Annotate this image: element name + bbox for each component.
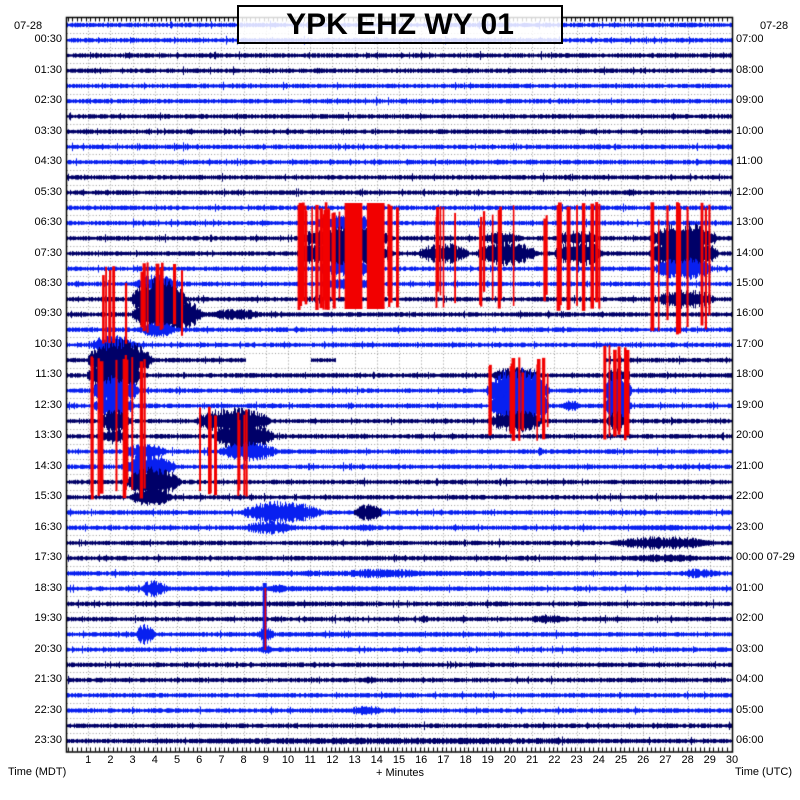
minute-tick-label: 12 <box>326 754 339 766</box>
left-time-label: 18:30 <box>34 581 62 594</box>
left-time-label: 12:30 <box>34 398 62 411</box>
minute-tick-label: 11 <box>304 754 316 766</box>
minute-tick-label: 19 <box>481 754 494 766</box>
axis-title-utc: Time (UTC) <box>734 766 792 778</box>
right-time-label: 12:00 <box>736 185 764 198</box>
left-time-label: 17:30 <box>34 551 62 564</box>
date-label-right: 07-28 <box>760 20 789 32</box>
left-time-label: 11:30 <box>35 368 62 381</box>
left-time-label: 20:30 <box>34 642 62 655</box>
minute-tick-label: 5 <box>173 754 181 766</box>
minute-tick-label: 18 <box>459 754 472 766</box>
right-time-label: 09:00 <box>736 94 764 107</box>
right-time-label: 16:00 <box>736 307 764 320</box>
right-time-label: 13:00 <box>736 216 764 229</box>
date-label-left: 07-28 <box>14 20 43 32</box>
right-time-label: 01:00 <box>736 581 764 594</box>
right-time-label: 19:00 <box>736 398 764 411</box>
right-time-label: 20:00 <box>736 429 764 442</box>
minute-tick-label: 30 <box>725 754 739 766</box>
minute-tick-label: 1 <box>85 754 92 766</box>
left-time-label: 14:30 <box>34 459 62 472</box>
minute-tick-label: 9 <box>262 754 269 766</box>
minute-tick-label: 25 <box>614 754 628 766</box>
minute-tick-label: 22 <box>548 754 561 766</box>
station-title: YPK EHZ WY 01 <box>286 7 514 41</box>
left-time-label: 13:30 <box>34 429 62 442</box>
left-time-label: 04:30 <box>34 155 62 168</box>
minute-tick-label: 13 <box>348 754 361 766</box>
minute-tick-label: 26 <box>637 754 650 766</box>
right-time-label: 18:00 <box>736 368 764 381</box>
minute-tick-label: 8 <box>240 754 247 766</box>
minute-tick-label: 21 <box>526 754 539 766</box>
left-time-label: 10:30 <box>34 337 62 350</box>
right-time-label: 14:00 <box>736 246 764 259</box>
left-time-label: 03:30 <box>34 124 62 137</box>
minute-tick-label: 4 <box>151 754 158 766</box>
left-time-label: 19:30 <box>34 612 62 625</box>
right-time-label: 05:00 <box>736 703 764 716</box>
minute-tick-label: 3 <box>129 754 136 766</box>
left-time-label: 22:30 <box>34 703 62 716</box>
right-time-label: 21:00 <box>736 459 764 472</box>
right-time-label: 10:00 <box>736 124 764 137</box>
left-time-label: 09:30 <box>34 307 62 320</box>
axis-title-minutes: + Minutes <box>376 767 424 779</box>
left-time-label: 01:30 <box>34 63 62 76</box>
minute-tick-label: 14 <box>370 754 383 766</box>
right-time-label: 23:00 <box>736 520 764 533</box>
left-time-label: 00:30 <box>34 33 62 46</box>
minute-tick-label: 29 <box>703 754 716 766</box>
station-title-box: YPK EHZ WY 01 <box>237 5 563 44</box>
left-time-label: 16:30 <box>34 520 62 533</box>
minute-tick-label: 6 <box>196 754 203 766</box>
right-time-label: 07:00 <box>736 33 764 46</box>
right-time-label: 17:00 <box>736 337 764 350</box>
axis-title-mdt: Time (MDT) <box>8 766 67 778</box>
left-time-label: 21:30 <box>34 673 62 686</box>
right-time-label: 11:00 <box>736 155 763 168</box>
minute-tick-label: 15 <box>392 754 406 766</box>
minute-tick-label: 28 <box>681 754 694 766</box>
minute-tick-label: 20 <box>503 754 517 766</box>
left-time-label: 23:30 <box>34 733 62 746</box>
left-time-label: 05:30 <box>34 185 62 198</box>
right-time-label: 00:00 07-29 <box>736 551 795 564</box>
right-time-label: 08:00 <box>736 63 764 76</box>
minute-tick-label: 7 <box>218 754 225 766</box>
left-time-label: 08:30 <box>34 276 62 289</box>
left-time-label: 15:30 <box>34 490 62 503</box>
minute-tick-label: 10 <box>281 754 295 766</box>
minute-tick-label: 24 <box>592 754 605 766</box>
minute-tick-label: 2 <box>107 754 114 766</box>
left-time-label: 06:30 <box>34 216 62 229</box>
right-time-label: 02:00 <box>736 612 764 625</box>
minute-tick-label: 17 <box>437 754 450 766</box>
right-time-label: 22:00 <box>736 490 764 503</box>
minute-tick-label: 23 <box>570 754 583 766</box>
right-time-label: 15:00 <box>736 276 764 289</box>
minute-tick-label: 27 <box>659 754 672 766</box>
left-time-label: 07:30 <box>34 246 62 259</box>
right-time-label: 06:00 <box>736 733 764 746</box>
left-time-label: 02:30 <box>34 94 62 107</box>
right-time-label: 03:00 <box>736 642 764 655</box>
minute-tick-label: 16 <box>415 754 428 766</box>
right-time-label: 04:00 <box>736 673 764 686</box>
